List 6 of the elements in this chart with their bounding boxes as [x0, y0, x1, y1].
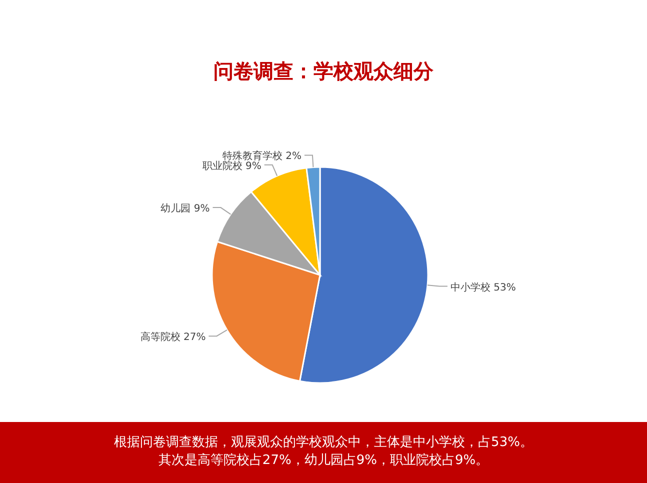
caption-banner: 根据问卷调查数据，观展观众的学校观众中，主体是中小学校，占53%。 其次是高等院校占27%，幼儿园占9%，职业院校占9%。: [0, 422, 647, 483]
slice-label: 幼儿园 9%: [160, 202, 210, 215]
slice-label: 高等院校 27%: [140, 331, 206, 344]
slice-label: 中小学校 53%: [450, 281, 516, 294]
slice-label: 职业院校 9%: [202, 160, 262, 172]
chart-title: 问卷调查：学校观众细分: [212, 58, 434, 85]
